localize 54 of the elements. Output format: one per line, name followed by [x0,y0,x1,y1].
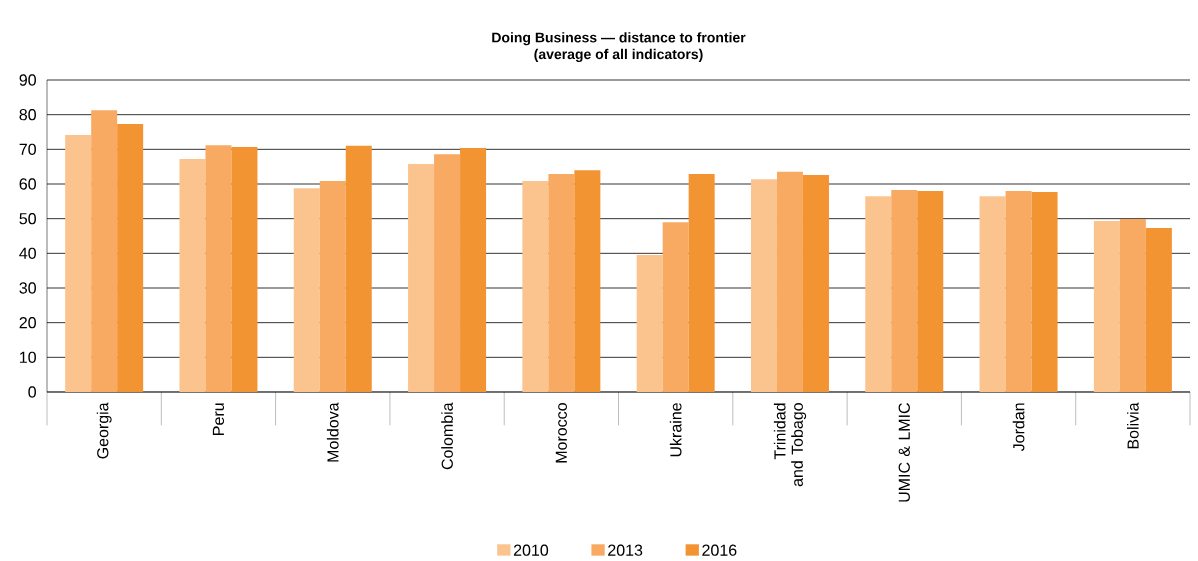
bar [917,190,944,392]
bar [574,170,601,392]
x-tick-label: Bolivia [1127,402,1139,449]
bar [293,188,320,392]
y-tick-label: 20 [19,317,36,329]
bar [1031,191,1058,392]
x-tick-label: Moldova [326,402,339,462]
bar [662,222,689,392]
bar [345,145,372,392]
x-tick-label: Trinidad and Tobago [773,403,807,487]
bar [434,154,461,392]
bar [636,255,663,392]
x-tick-label: Morocco [555,403,567,463]
x-tick-label: Georgia [96,402,112,459]
bar [548,173,575,392]
x-tick-label: UMIC & LMIC [898,403,910,502]
bar [179,159,206,392]
x-tick-label: Jordan [1012,403,1025,452]
x-tick-label: Ukraine [669,403,682,457]
bar [688,173,715,392]
y-tick-label: 50 [19,213,36,225]
bar [205,145,232,392]
bar [1119,219,1146,392]
bar [1145,228,1172,392]
bar [979,196,1006,392]
legend-label: 2016 [702,544,737,556]
y-tick-label: 90 [19,74,36,86]
bar [776,171,803,392]
legend-label: 2013 [608,544,643,556]
y-tick-label: 30 [19,282,36,294]
bar [408,163,435,392]
bar [802,174,829,392]
y-tick-label: 80 [19,109,36,121]
bar [891,189,918,392]
x-tick-label: Colombia [441,402,453,470]
bar [522,180,549,392]
bar [1005,190,1032,392]
bar [865,196,892,392]
y-tick-label: 60 [19,178,36,190]
y-tick-label: 70 [19,143,36,155]
y-tick-label: 0 [28,386,36,398]
bar [460,147,487,392]
bar [319,180,346,392]
bar [1093,221,1120,392]
x-tick-label: Peru [212,403,225,435]
bar [231,146,258,392]
bar [91,110,118,392]
y-tick-label: 10 [20,351,36,363]
chart-title: Doing Business — distance to frontier (average of all indicators) [492,32,746,62]
bar [750,179,777,392]
y-tick-label: 40 [19,247,36,259]
bar [65,135,92,392]
legend-label: 2010 [513,544,549,556]
bar [117,124,144,392]
